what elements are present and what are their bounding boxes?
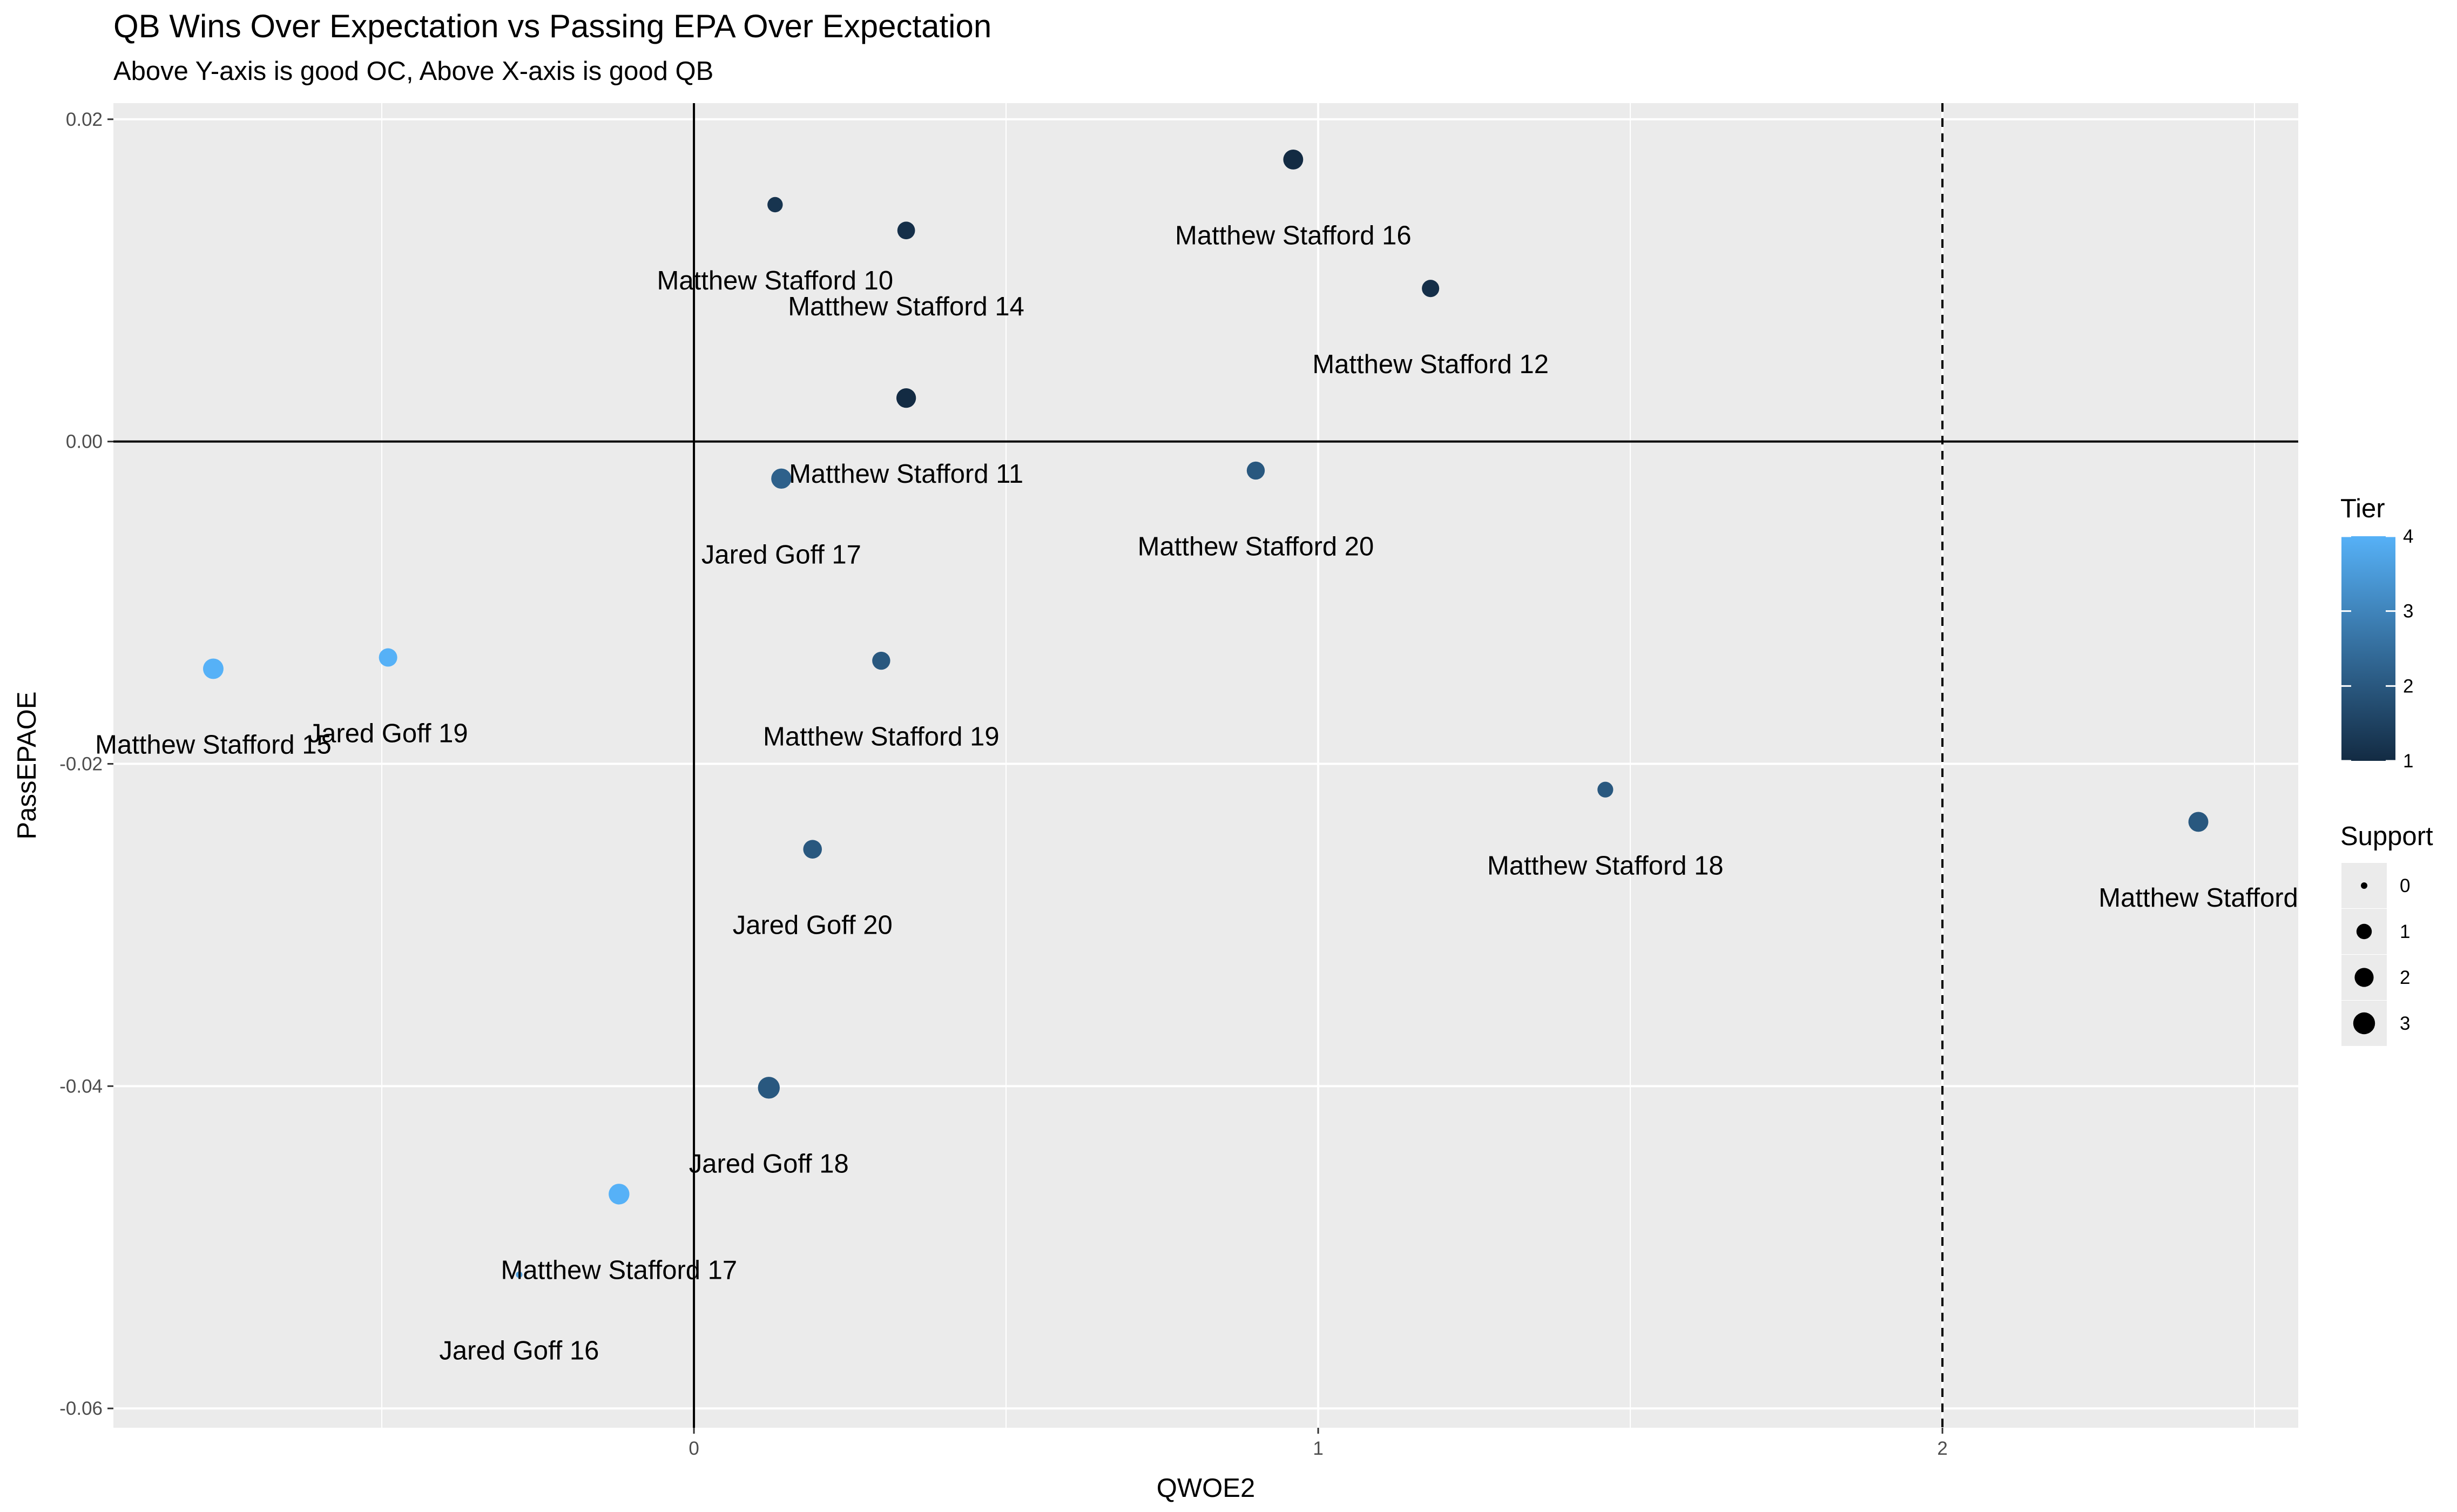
data-point [1283,150,1304,170]
data-point [516,1271,523,1278]
point-label: Jared Goff 16 [439,1336,599,1366]
point-label: Jared Goff 19 [308,719,468,748]
grid-major [113,103,2298,1428]
x-tick-label: 0 [688,1438,699,1459]
x-tick-label: 1 [1313,1438,1323,1459]
support-legend-dot [2361,882,2367,889]
point-label: Jared Goff 20 [733,911,893,940]
tier-legend-label: 1 [2403,751,2413,772]
point-label: Matthew Stafford 10 [657,266,894,295]
chart-title: QB Wins Over Expectation vs Passing EPA … [113,8,992,44]
data-point [609,1184,630,1205]
point-label: Matthew Stafford 19 [763,723,1000,752]
y-tick-label: -0.06 [59,1398,103,1419]
y-tick-label: -0.02 [59,754,103,775]
x-tick-label: 2 [1937,1438,1947,1459]
y-axis-title: PassEPAOE [12,691,42,839]
y-tick-label: -0.04 [59,1076,103,1097]
data-point [803,840,822,859]
y-tick-label: 0.02 [66,109,103,130]
support-legend-label: 2 [2400,967,2410,988]
support-legend-label: 3 [2400,1013,2410,1034]
support-legend-dot [2356,923,2372,940]
point-label: Jared Goff 17 [701,540,861,569]
data-point [896,388,916,408]
data-point [202,658,224,679]
x-axis-title: QWOE2 [1157,1474,1255,1503]
tier-legend-label: 3 [2403,601,2413,622]
data-point [758,1077,780,1099]
support-legend-label: 0 [2400,875,2410,896]
axes-layer: 0 1 2 0.02 0.00 -0.02 -0.04 -0.06 QWOE2 PassEPAOE [12,109,1948,1503]
data-point [767,197,783,213]
support-legend-dot [2354,968,2374,987]
data-point [2188,812,2209,832]
point-label: Matthew Stafford 16 [1175,221,1412,250]
plot-panel [113,103,2298,1428]
support-legend-title: Support [2340,822,2433,851]
support-legend-label: 1 [2400,921,2410,942]
legend: Tier 1 2 3 4 Support 0 1 2 3 [2340,494,2433,1046]
point-label: Matthew Stafford 14 [788,292,1024,321]
points-layer [202,150,2209,1278]
point-label: Matthew Stafford 11 [789,460,1023,489]
reference-lines [113,103,2298,1428]
point-label: Matthew Stafford [2098,883,2298,913]
y-tick-label: 0.00 [66,431,103,453]
point-label: Matthew Stafford 17 [501,1256,738,1285]
tier-legend-title: Tier [2340,494,2385,523]
point-label: Matthew Stafford 15 [95,730,332,759]
tier-legend-label: 2 [2403,676,2413,697]
data-point [379,648,397,667]
data-point [1246,461,1265,480]
point-label: Matthew Stafford 18 [1487,851,1724,880]
point-label: Matthew Stafford 20 [1138,532,1374,561]
chart-subtitle: Above Y-axis is good OC, Above X-axis is… [113,57,714,86]
data-point [872,651,890,670]
point-label: Matthew Stafford 12 [1312,350,1549,379]
data-point [1597,781,1614,798]
tier-legend-label: 4 [2403,526,2413,547]
point-label: Jared Goff 18 [689,1149,849,1178]
tier-colorbar [2341,536,2395,761]
data-point [771,468,792,489]
data-point [1422,280,1440,298]
data-point [897,221,915,240]
support-legend-dot [2353,1012,2375,1035]
